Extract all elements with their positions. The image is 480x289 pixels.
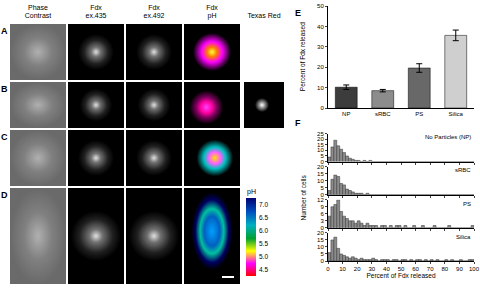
svg-text:15: 15 [317, 142, 324, 148]
svg-text:0: 0 [320, 192, 324, 198]
svg-text:10: 10 [317, 244, 324, 250]
html-text:Texas Red: Texas Red [247, 12, 281, 19]
svg-text:6: 6 [320, 211, 324, 217]
svg-text:PS: PS [415, 111, 423, 117]
svg-text:E: E [295, 8, 301, 18]
html-text:Fdx: Fdx [206, 4, 218, 11]
svg-text:0: 0 [320, 225, 324, 231]
svg-text:Number of cells: Number of cells [300, 175, 307, 221]
html-text:Contrast: Contrast [24, 12, 52, 19]
svg-text:20: 20 [317, 136, 324, 142]
html-text:5.0: 5.0 [259, 253, 268, 260]
svg-text:15: 15 [317, 171, 324, 177]
html-text:pH: pH [207, 12, 217, 19]
svg-text:3: 3 [320, 218, 324, 224]
svg-text:90: 90 [456, 266, 463, 272]
svg-text:70: 70 [427, 266, 434, 272]
svg-text:F: F [295, 118, 301, 128]
svg-text:No Particles (NP): No Particles (NP) [425, 134, 471, 140]
svg-text:Silica: Silica [449, 111, 464, 117]
svg-text:10: 10 [317, 178, 324, 184]
svg-text:15: 15 [317, 237, 324, 243]
svg-text:40: 40 [383, 266, 390, 272]
svg-text:0: 0 [320, 105, 324, 111]
svg-text:20: 20 [317, 64, 324, 70]
svg-text:50: 50 [317, 3, 324, 9]
html-text:6.0: 6.0 [259, 227, 268, 234]
html-text:A: A [1, 26, 8, 36]
html-text:7.0: 7.0 [259, 201, 268, 208]
svg-text:Silica: Silica [456, 234, 471, 240]
svg-text:Percent of Fdx released: Percent of Fdx released [299, 22, 306, 91]
svg-text:sRBC: sRBC [375, 111, 391, 117]
svg-text:20: 20 [317, 230, 324, 236]
html-text:4.5: 4.5 [259, 266, 268, 273]
svg-text:80: 80 [441, 266, 448, 272]
svg-text:50: 50 [398, 266, 405, 272]
svg-text:25: 25 [317, 131, 324, 137]
html-text:C: C [1, 132, 8, 142]
svg-text:10: 10 [317, 85, 324, 91]
html-text:pH: pH [247, 188, 256, 195]
svg-text:0: 0 [320, 159, 324, 165]
svg-text:NP: NP [342, 111, 350, 117]
svg-text:Percent of Fdx released: Percent of Fdx released [366, 272, 435, 279]
svg-text:5: 5 [320, 251, 324, 257]
svg-text:9: 9 [320, 204, 324, 210]
svg-text:40: 40 [317, 24, 324, 30]
html-text:5.5: 5.5 [259, 240, 268, 247]
svg-text:60: 60 [412, 266, 419, 272]
html-text:ex.435: ex.435 [85, 12, 107, 19]
svg-text:10: 10 [339, 266, 346, 272]
svg-text:30: 30 [368, 266, 375, 272]
svg-text:20: 20 [354, 266, 361, 272]
svg-text:5: 5 [320, 153, 324, 159]
html-text:ex.492: ex.492 [143, 12, 165, 19]
html-text:Fdx: Fdx [90, 4, 102, 11]
svg-text:0: 0 [326, 266, 330, 272]
svg-text:PS: PS [463, 201, 471, 207]
svg-text:5: 5 [320, 185, 324, 191]
svg-text:12: 12 [317, 197, 324, 203]
svg-text:sRBC: sRBC [455, 167, 471, 173]
svg-text:100: 100 [469, 266, 480, 272]
html-text:6.5: 6.5 [259, 214, 268, 221]
svg-text:30: 30 [317, 44, 324, 50]
html-text:Phase: Phase [28, 4, 48, 11]
html-text:B: B [1, 84, 8, 94]
svg-text:20: 20 [317, 164, 324, 170]
svg-text:10: 10 [317, 147, 324, 153]
html-text:Fdx: Fdx [148, 4, 160, 11]
svg-text:0: 0 [320, 258, 324, 264]
html-text:D: D [1, 190, 8, 200]
